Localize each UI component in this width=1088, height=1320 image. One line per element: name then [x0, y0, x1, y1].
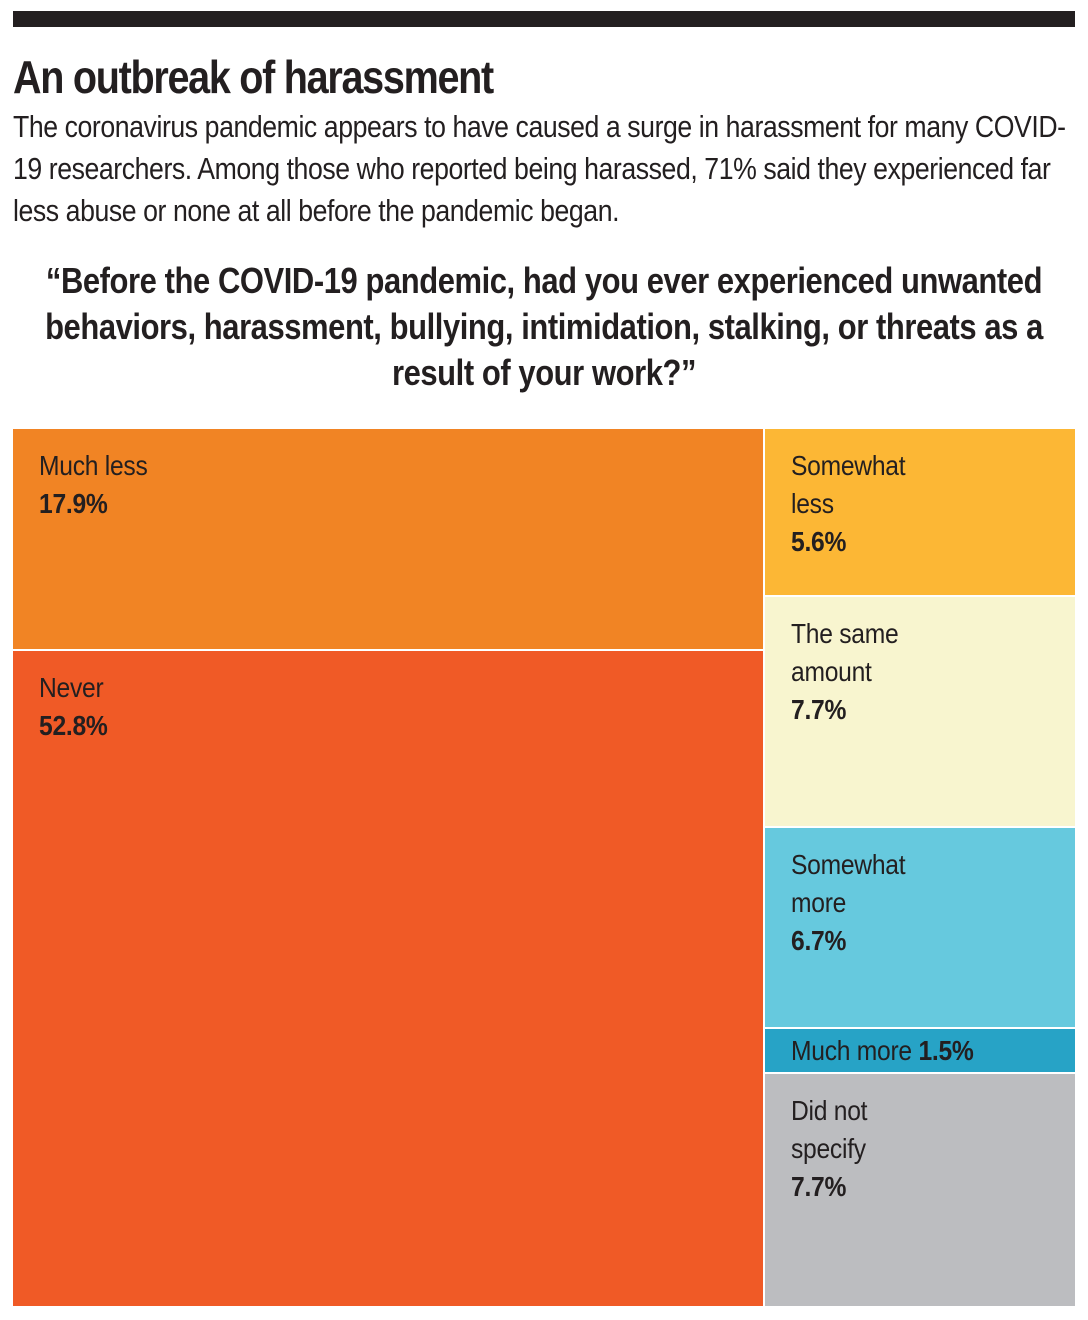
treemap-cell-the-same-amount: The same amount 7.7% — [765, 597, 1075, 826]
treemap-cell-somewhat-more: Somewhat more 6.7% — [765, 828, 1075, 1027]
category-value: 5.6% — [791, 526, 847, 557]
category-value: 7.7% — [791, 694, 847, 725]
category-name: Much more — [791, 1035, 919, 1066]
category-name: The same amount — [791, 618, 899, 687]
treemap-label-never: Never 52.8% — [39, 669, 321, 745]
treemap-cell-much-more: Much more 1.5% — [765, 1029, 1075, 1072]
category-name: Much less — [39, 450, 148, 481]
category-value: 17.9% — [39, 488, 108, 519]
category-name: Somewhat more — [791, 849, 906, 918]
top-rule — [13, 11, 1075, 27]
treemap-label-much-less: Much less 17.9% — [39, 447, 321, 523]
treemap-cell-much-less: Much less 17.9% — [13, 429, 763, 649]
treemap-cell-never: Never 52.8% — [13, 651, 763, 1306]
survey-question-text: “Before the COVID-19 pandemic, had you e… — [45, 260, 1043, 393]
category-value: 52.8% — [39, 710, 108, 741]
category-name: Somewhat less — [791, 450, 906, 519]
category-value: 7.7% — [791, 1171, 847, 1202]
chart-title: An outbreak of harassment — [13, 51, 494, 103]
category-value: 6.7% — [791, 925, 847, 956]
category-value: 1.5% — [918, 1035, 974, 1066]
treemap-label-somewhat-less: Somewhat less 5.6% — [791, 447, 1073, 561]
treemap-cell-did-not-specify: Did not specify 7.7% — [765, 1074, 1075, 1306]
treemap-cell-somewhat-less: Somewhat less 5.6% — [765, 429, 1075, 595]
survey-question: “Before the COVID-19 pandemic, had you e… — [0, 258, 1088, 396]
chart-subtitle: The coronavirus pandemic appears to have… — [13, 109, 1066, 228]
category-name: Did not specify — [791, 1095, 868, 1164]
category-name: Never — [39, 672, 104, 703]
treemap-label-did-not-specify: Did not specify 7.7% — [791, 1092, 1073, 1206]
treemap-label-the-same-amount: The same amount 7.7% — [791, 615, 1073, 729]
treemap-label-somewhat-more: Somewhat more 6.7% — [791, 846, 1073, 960]
treemap-label-much-more: Much more 1.5% — [791, 1032, 1073, 1070]
